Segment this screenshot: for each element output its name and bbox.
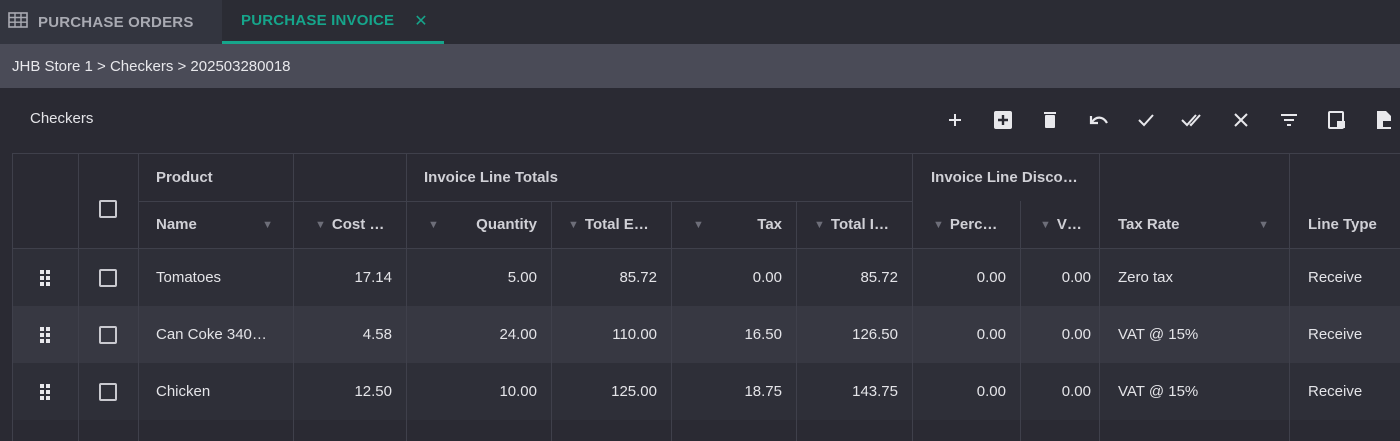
cell-line-type[interactable]: Receive: [1308, 326, 1363, 343]
cell-quantity[interactable]: 5.00: [507, 269, 537, 286]
filter-icon[interactable]: ▼: [814, 218, 825, 231]
double-check-icon[interactable]: [1179, 106, 1207, 134]
cell-tax[interactable]: 18.75: [744, 383, 782, 400]
cell-percent[interactable]: 0.00: [976, 269, 1006, 286]
filter-icon[interactable]: ▼: [568, 218, 579, 231]
cell-quantity[interactable]: 24.00: [499, 326, 537, 343]
cell-cost[interactable]: 4.58: [362, 326, 392, 343]
column-header-quantity[interactable]: ▼ Quantity: [428, 216, 537, 233]
cell-tax-rate[interactable]: VAT @ 15%: [1118, 383, 1199, 400]
tab-bar: PURCHASE ORDERS PURCHASE INVOICE ✕: [0, 0, 1400, 45]
cell-name[interactable]: Can Coke 340…: [156, 326, 267, 343]
column-header-total-incl[interactable]: ▼ Total I…: [814, 216, 889, 233]
filter-icon[interactable]: ▼: [933, 218, 944, 231]
undo-icon[interactable]: [1084, 106, 1112, 134]
cell-total-excl[interactable]: 110.00: [612, 326, 657, 343]
document-icon[interactable]: [1370, 106, 1398, 134]
cell-total-incl[interactable]: 143.75: [852, 383, 898, 400]
column-header-line-type[interactable]: Line Type: [1308, 216, 1377, 233]
invoice-lines-grid: Product Invoice Line Totals Invoice Line…: [12, 153, 1400, 441]
row-checkbox[interactable]: [78, 249, 138, 306]
table-row[interactable]: [12, 306, 1400, 363]
table-row[interactable]: [12, 249, 1400, 306]
check-icon[interactable]: [1132, 106, 1160, 134]
drag-handle-icon[interactable]: [12, 306, 78, 363]
drag-handle-icon[interactable]: [12, 249, 78, 306]
cell-line-type[interactable]: Receive: [1308, 383, 1363, 400]
cell-percent[interactable]: 0.00: [976, 383, 1006, 400]
column-header-name[interactable]: Name ▼: [156, 216, 273, 233]
group-header-invoice-line-totals: Invoice Line Totals: [424, 168, 558, 186]
table-row[interactable]: [12, 363, 1400, 420]
cell-tax[interactable]: 0.00: [752, 269, 782, 286]
cell-tax-rate[interactable]: Zero tax: [1118, 269, 1174, 286]
cell-value[interactable]: 0.00: [1061, 269, 1091, 286]
tab-purchase-orders[interactable]: PURCHASE ORDERS: [0, 0, 222, 44]
drag-handle-icon[interactable]: [12, 363, 78, 420]
toolbar: [0, 106, 1400, 134]
filter-icon[interactable]: [1275, 106, 1303, 134]
cell-cost[interactable]: 17.14: [354, 269, 392, 286]
select-all-checkbox[interactable]: [78, 191, 138, 227]
breadcrumb: JHB Store 1 > Checkers > 202503280018: [12, 57, 291, 75]
close-icon[interactable]: [1227, 106, 1255, 134]
group-header-invoice-line-discount: Invoice Line Disco…: [931, 168, 1078, 186]
column-header-tax[interactable]: ▼ Tax: [693, 216, 782, 233]
close-tab-icon[interactable]: ✕: [414, 12, 428, 30]
row-checkbox[interactable]: [78, 306, 138, 363]
tab-purchase-invoice[interactable]: PURCHASE INVOICE ✕: [222, 0, 444, 44]
cell-tax-rate[interactable]: VAT @ 15%: [1118, 326, 1199, 343]
panel-title: Checkers: [30, 110, 94, 127]
export-icon[interactable]: [1323, 106, 1351, 134]
cell-total-incl[interactable]: 85.72: [860, 269, 898, 286]
cell-line-type[interactable]: Receive: [1308, 269, 1363, 286]
cell-quantity[interactable]: 10.00: [499, 383, 537, 400]
filter-icon[interactable]: ▼: [1040, 218, 1051, 231]
breadcrumb-bar: JHB Store 1 > Checkers > 202503280018: [0, 44, 1400, 88]
cell-total-incl[interactable]: 126.50: [852, 326, 898, 343]
cell-name[interactable]: Chicken: [156, 383, 211, 400]
invoice-panel: Checkers: [0, 88, 1400, 441]
add-box-icon[interactable]: [989, 106, 1017, 134]
column-header-percent[interactable]: ▼ Perc…: [933, 216, 998, 233]
column-header-cost[interactable]: ▼ Cost …: [315, 216, 385, 233]
filter-icon[interactable]: ▼: [428, 218, 439, 231]
filter-icon[interactable]: ▼: [315, 218, 326, 231]
cell-value[interactable]: 0.00: [1061, 383, 1091, 400]
filter-icon[interactable]: ▼: [262, 218, 273, 231]
cell-total-excl[interactable]: 85.72: [619, 269, 657, 286]
panel-header: Checkers: [0, 88, 1400, 152]
column-header-tax-rate[interactable]: Tax Rate ▼: [1118, 216, 1269, 233]
column-header-total-excl[interactable]: ▼ Total E…: [568, 216, 649, 233]
filter-icon[interactable]: ▼: [693, 218, 704, 231]
delete-icon[interactable]: [1036, 106, 1064, 134]
tab-label: PURCHASE ORDERS: [38, 13, 194, 31]
filter-icon[interactable]: ▼: [1258, 218, 1269, 231]
group-header-product: Product: [156, 168, 213, 186]
cell-value[interactable]: 0.00: [1061, 326, 1091, 343]
cell-percent[interactable]: 0.00: [976, 326, 1006, 343]
grid-table-icon: [8, 12, 38, 32]
row-checkbox[interactable]: [78, 363, 138, 420]
cell-name[interactable]: Tomatoes: [156, 269, 222, 286]
add-icon[interactable]: [941, 106, 969, 134]
cell-cost[interactable]: 12.50: [354, 383, 392, 400]
cell-tax[interactable]: 16.50: [744, 326, 782, 343]
tab-label: PURCHASE INVOICE: [241, 12, 395, 29]
cell-total-excl[interactable]: 125.00: [611, 383, 657, 400]
column-header-value[interactable]: ▼ V…: [1040, 216, 1082, 233]
